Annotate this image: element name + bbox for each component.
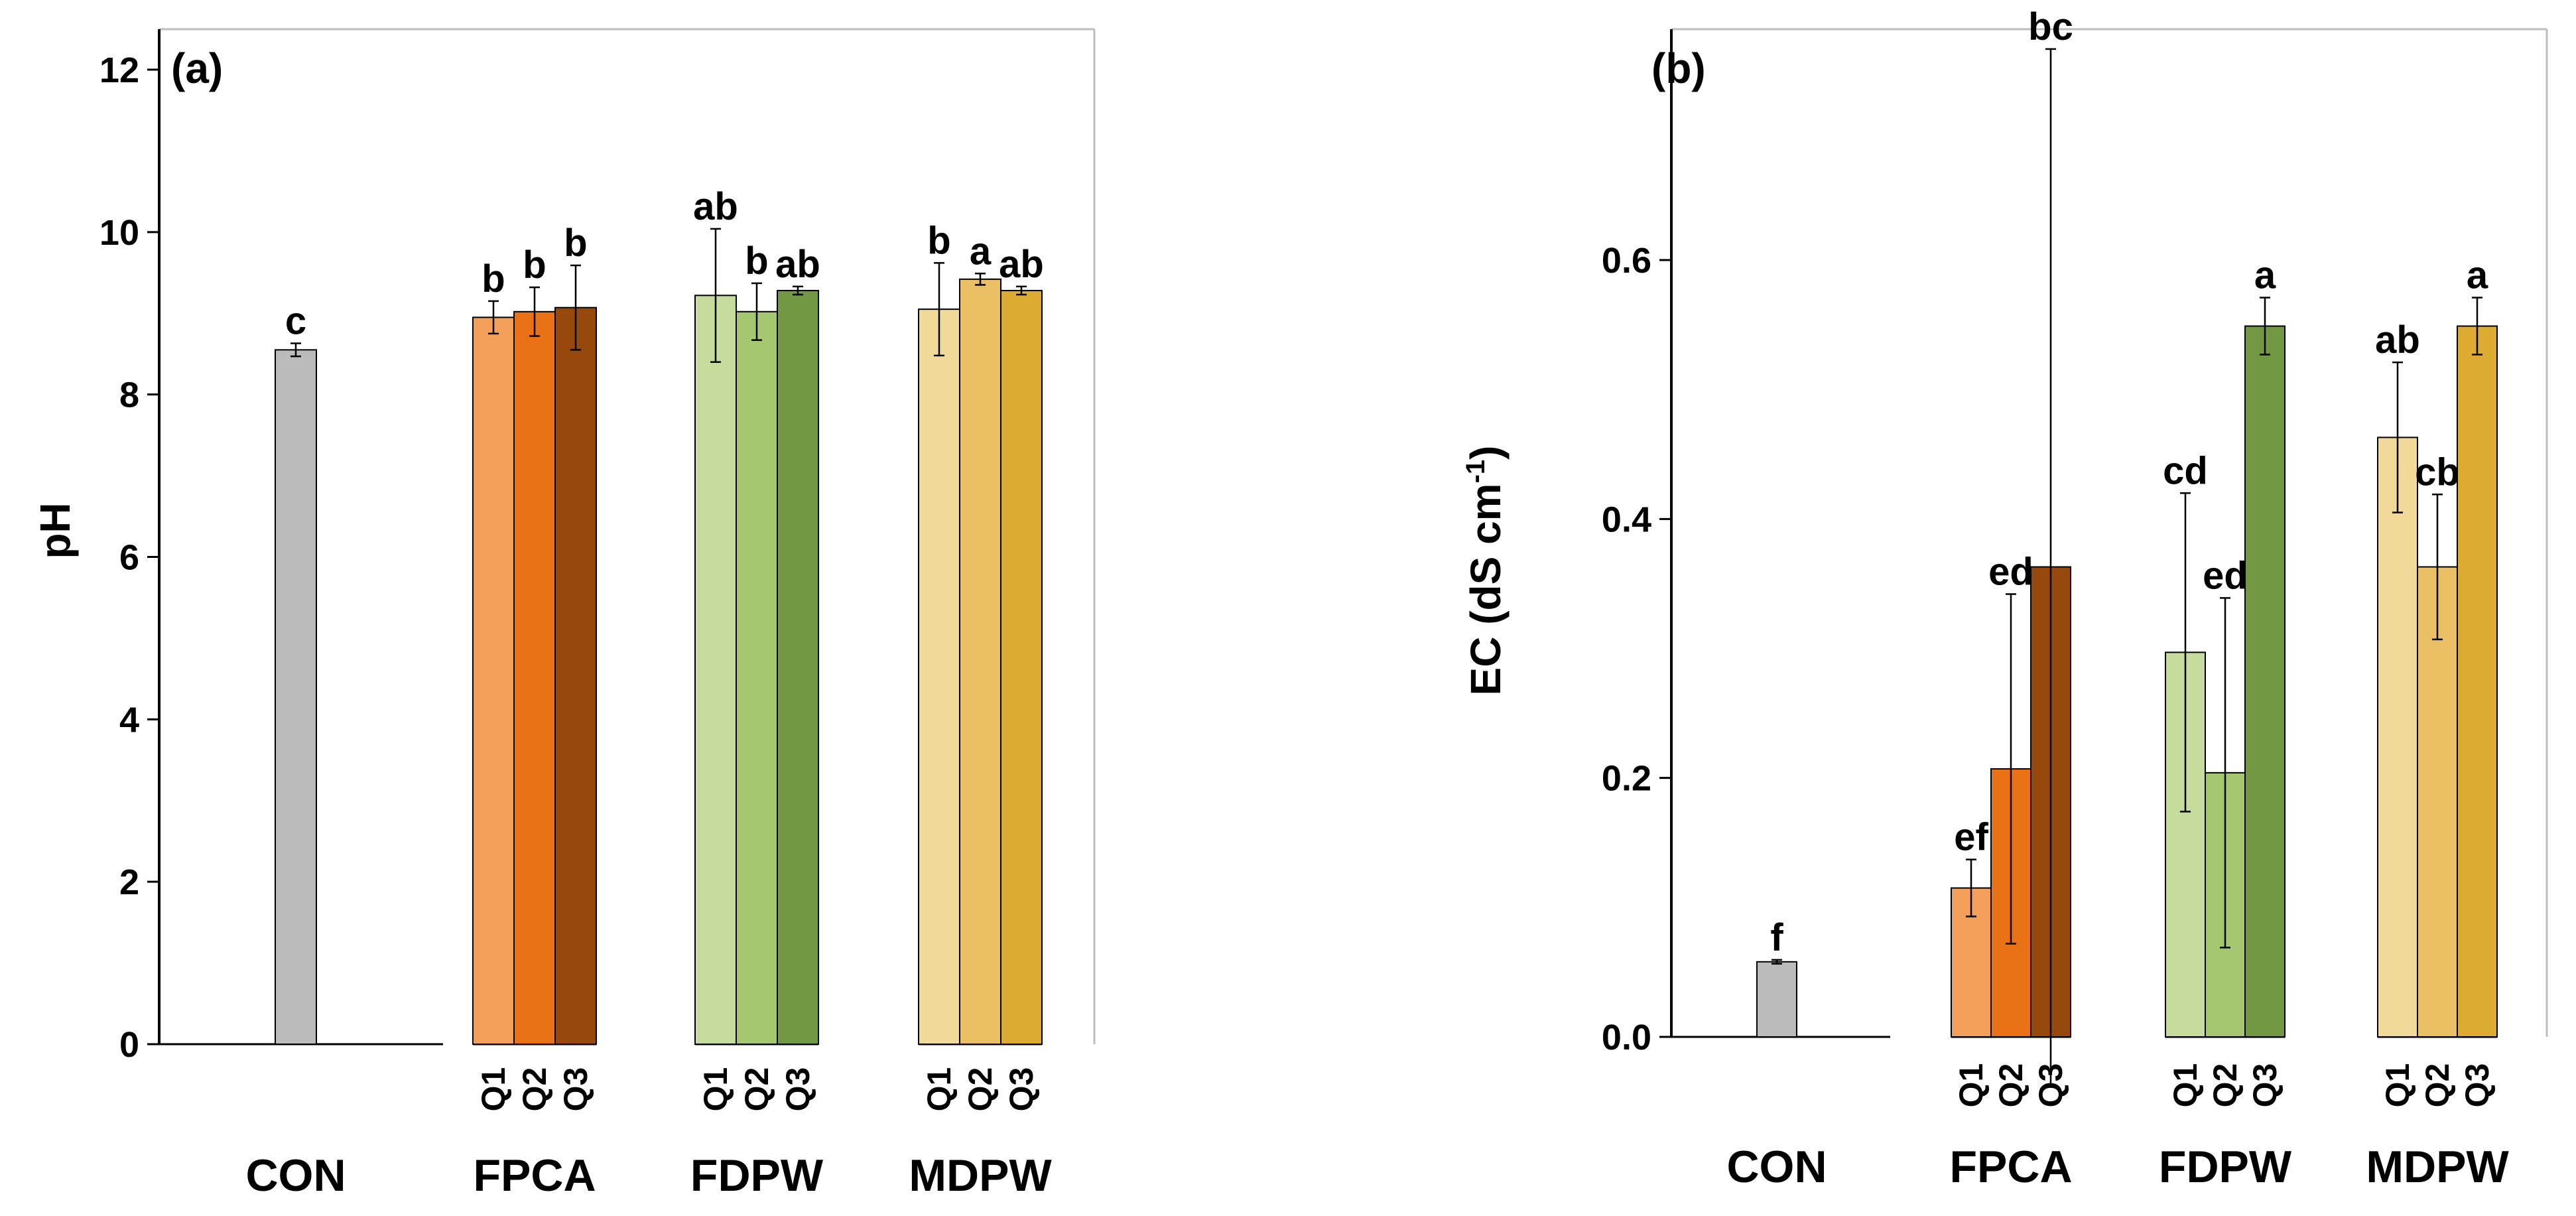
bar-fdpw-q2	[736, 310, 778, 1046]
significance-letter: f	[1770, 916, 1783, 959]
significance-letter: cb	[2415, 450, 2460, 494]
significance-letter: b	[745, 239, 768, 283]
y-tick-label: 10	[99, 213, 139, 253]
x-group-label: FDPW	[690, 1150, 824, 1201]
y-axis-title-close: )	[1462, 446, 1510, 460]
x-sub-label: Q2	[738, 1067, 775, 1112]
bar-fdpw-q3	[777, 289, 819, 1045]
significance-letter: ab	[2375, 318, 2420, 362]
bar-mdpw-q3	[2457, 325, 2498, 1038]
x-group-label: CON	[1726, 1142, 1827, 1192]
y-tick-label: 6	[119, 538, 139, 578]
significance-letter: b	[927, 219, 950, 262]
x-sub-label: Q3	[557, 1067, 594, 1112]
x-group-label: MDPW	[2366, 1142, 2509, 1192]
significance-letter: ed	[2203, 554, 2248, 597]
x-sub-label: Q2	[962, 1067, 999, 1112]
x-sub-label: Q2	[2419, 1063, 2456, 1108]
significance-letter: b	[482, 257, 505, 301]
significance-letter: ef	[1954, 816, 1988, 859]
y-tick-label: 0	[119, 1025, 139, 1065]
bar-mdpw-q1	[2377, 437, 2418, 1038]
x-group-label: FPCA	[473, 1150, 596, 1201]
y-tick-label: 8	[119, 375, 139, 415]
x-sub-label: Q1	[921, 1067, 958, 1112]
significance-letter: ab	[775, 243, 820, 286]
significance-letter: a	[2467, 254, 2488, 297]
y-tick-label: 0.4	[1602, 500, 1651, 539]
y-axis-title-text: EC (dS cm	[1462, 483, 1510, 695]
y-axis-title-text: pH	[31, 502, 79, 559]
bar-fpca-q2	[513, 310, 556, 1046]
x-sub-label: Q2	[2207, 1063, 2244, 1108]
bar-mdpw-q3	[1000, 289, 1043, 1045]
significance-letter: a	[970, 230, 992, 273]
bar-fdpw-q1	[694, 295, 737, 1045]
y-tick-label: 0.6	[1602, 241, 1651, 281]
bar-fpca-q1	[472, 316, 515, 1045]
significance-letter: ab	[999, 243, 1044, 286]
significance-letter: cd	[2163, 449, 2208, 492]
significance-letter: b	[523, 243, 546, 287]
y-tick-label: 0.0	[1602, 1018, 1651, 1057]
y-axis-title: pH	[31, 502, 79, 559]
significance-letter: bc	[2028, 5, 2073, 48]
y-tick-label: 4	[119, 700, 139, 740]
panel-a-ph-chart: 024681012pH(a)cCONbQ1bQ2bQ3FPCAabQ1bQ2ab…	[31, 28, 1096, 1201]
y-tick-label: 2	[119, 862, 139, 902]
x-group-label: FPCA	[1949, 1142, 2072, 1192]
bar-fpca-q3	[554, 306, 597, 1046]
bar-con	[275, 349, 317, 1045]
x-sub-label: Q3	[2032, 1063, 2069, 1108]
y-axis-title: EC (dS cm-1)	[1461, 446, 1510, 696]
y-axis-title-superscript: -1	[1461, 460, 1490, 484]
y-tick-label: 0.2	[1602, 759, 1651, 799]
x-sub-label: Q3	[2246, 1063, 2284, 1108]
bar-mdpw-q1	[918, 308, 960, 1046]
significance-letter: b	[564, 222, 587, 265]
x-group-label: CON	[245, 1150, 346, 1201]
significance-letter: a	[2254, 254, 2276, 297]
panel-label: (b)	[1651, 44, 1706, 92]
x-group-label: FDPW	[2159, 1142, 2292, 1192]
bar-mdpw-q2	[2417, 566, 2458, 1038]
significance-letter: ed	[1988, 551, 2033, 594]
x-sub-label: Q2	[1992, 1063, 2029, 1108]
x-sub-label: Q2	[516, 1067, 553, 1112]
panel-b-ec-chart: 0.0 0.2 0.4 0.6 EC (dS cm-1) (b) f CON ef Q1 ed Q2 b…	[1461, 5, 2548, 1192]
x-sub-label: Q1	[2379, 1063, 2416, 1108]
x-sub-label: Q3	[1003, 1067, 1040, 1112]
x-sub-label: Q3	[779, 1067, 816, 1112]
x-group-label: MDPW	[909, 1150, 1052, 1201]
bar-con	[1756, 961, 1797, 1038]
x-sub-label: Q1	[697, 1067, 734, 1112]
significance-letter: ab	[693, 185, 738, 228]
panel-label: (a)	[171, 44, 223, 92]
y-tick-label: 12	[99, 50, 139, 90]
x-sub-label: Q1	[2167, 1063, 2204, 1108]
bar-fdpw-q3	[2244, 325, 2286, 1038]
bar-mdpw-q2	[959, 278, 1001, 1046]
x-sub-label: Q1	[475, 1067, 512, 1112]
x-sub-label: Q3	[2459, 1063, 2496, 1108]
significance-letter: c	[285, 300, 306, 343]
x-sub-label: Q1	[1953, 1063, 1990, 1108]
